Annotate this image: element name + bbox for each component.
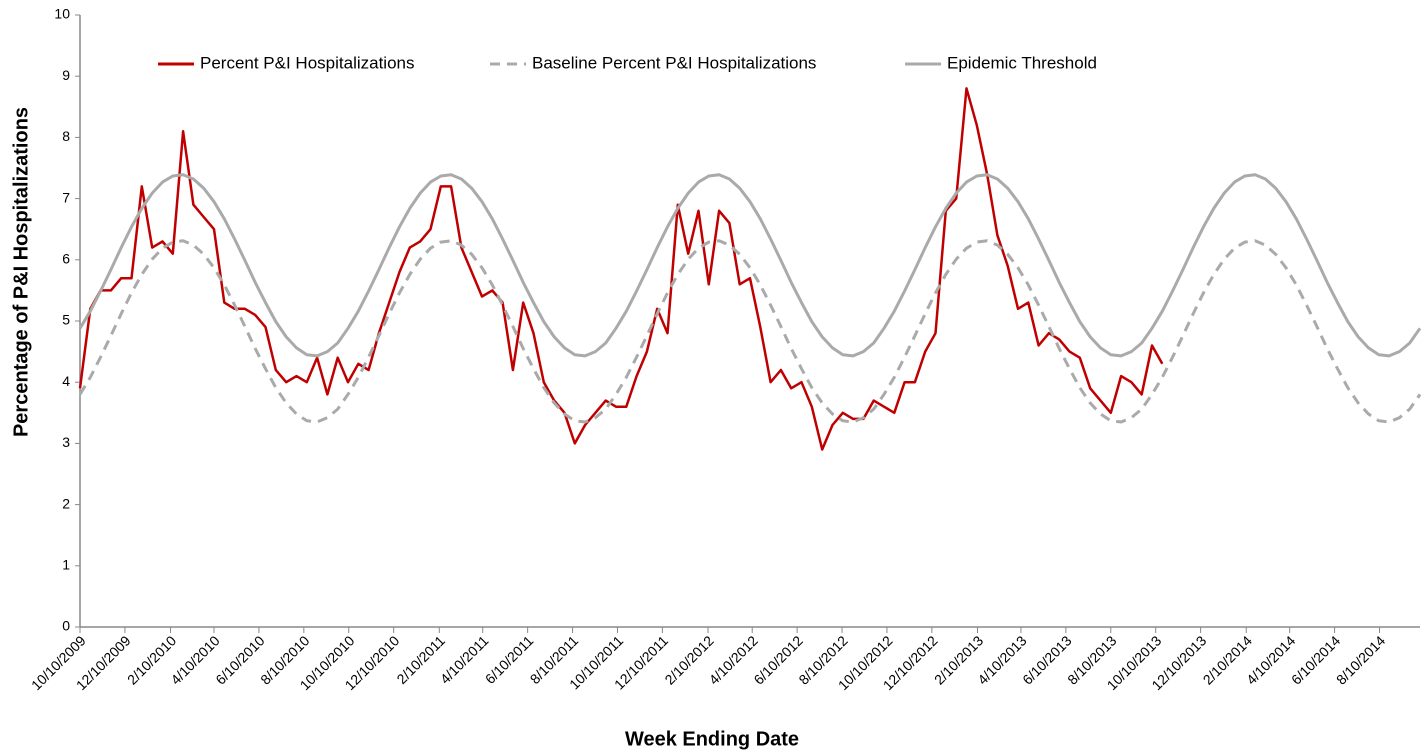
y-tick-label: 3 [62, 434, 70, 450]
x-tick-label: 6/10/2011 [482, 632, 537, 687]
y-tick-label: 2 [62, 495, 70, 511]
y-tick-label: 1 [62, 557, 70, 573]
y-tick-label: 8 [62, 128, 70, 144]
y-tick-label: 7 [62, 189, 70, 205]
y-tick-label: 0 [62, 618, 70, 634]
y-tick-label: 10 [54, 6, 70, 22]
x-tick-label: 8/10/2014 [1333, 632, 1389, 688]
series-line [78, 239, 1422, 424]
x-axis-title: Week Ending Date [625, 728, 799, 750]
series-line [78, 87, 1164, 451]
series-line [78, 173, 1422, 358]
y-tick-label: 4 [62, 373, 70, 389]
y-axis-title: Percentage of P&I Hospitalizations [10, 107, 32, 437]
x-tick-label: 4/10/2011 [437, 632, 492, 687]
y-tick-label: 5 [62, 312, 70, 328]
y-tick-label: 9 [62, 67, 70, 83]
legend-label: Percent P&I Hospitalizations [200, 53, 415, 72]
legend-label: Epidemic Threshold [947, 53, 1097, 72]
legend-label: Baseline Percent P&I Hospitalizations [532, 53, 816, 72]
y-tick-label: 6 [62, 251, 70, 267]
